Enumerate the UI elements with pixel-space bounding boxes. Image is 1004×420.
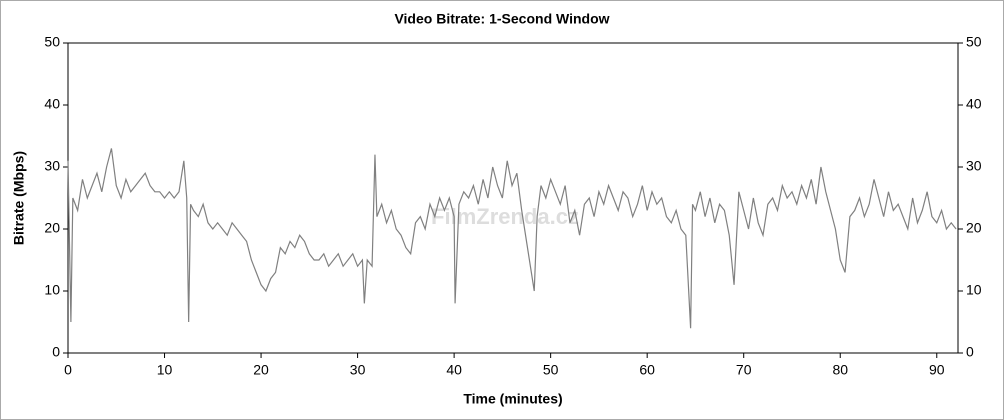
bitrate-line [67, 148, 957, 329]
y2-tick-label: 40 [966, 96, 982, 112]
x-tick-label: 70 [736, 362, 752, 378]
y-axis-label: Bitrate (Mbps) [11, 151, 27, 245]
y-tick-label: 50 [44, 34, 60, 50]
y-tick-label: 20 [44, 220, 60, 236]
x-tick-label: 50 [543, 362, 559, 378]
plot-area [67, 42, 959, 354]
y2-tick-label: 0 [966, 344, 974, 360]
x-tick-label: 20 [253, 362, 269, 378]
y2-tick-label: 50 [966, 34, 982, 50]
y-tick-label: 30 [44, 158, 60, 174]
x-tick-label: 90 [929, 362, 945, 378]
y-tick-label: 40 [44, 96, 60, 112]
x-tick-label: 10 [157, 362, 173, 378]
x-tick-label: 80 [832, 362, 848, 378]
watermark: FilmZrenda.cz [431, 204, 579, 229]
x-tick-label: 30 [350, 362, 366, 378]
y-tick-label: 0 [52, 344, 60, 360]
chart-title: Video Bitrate: 1-Second Window [394, 11, 609, 27]
y-tick-label: 10 [44, 282, 60, 298]
y2-tick-label: 30 [966, 158, 982, 174]
x-axis-label: Time (minutes) [463, 391, 562, 407]
x-tick-label: 60 [639, 362, 655, 378]
y2-tick-label: 20 [966, 220, 982, 236]
x-tick-label: 40 [446, 362, 462, 378]
x-tick-label: 0 [64, 362, 72, 378]
y2-tick-label: 10 [966, 282, 982, 298]
